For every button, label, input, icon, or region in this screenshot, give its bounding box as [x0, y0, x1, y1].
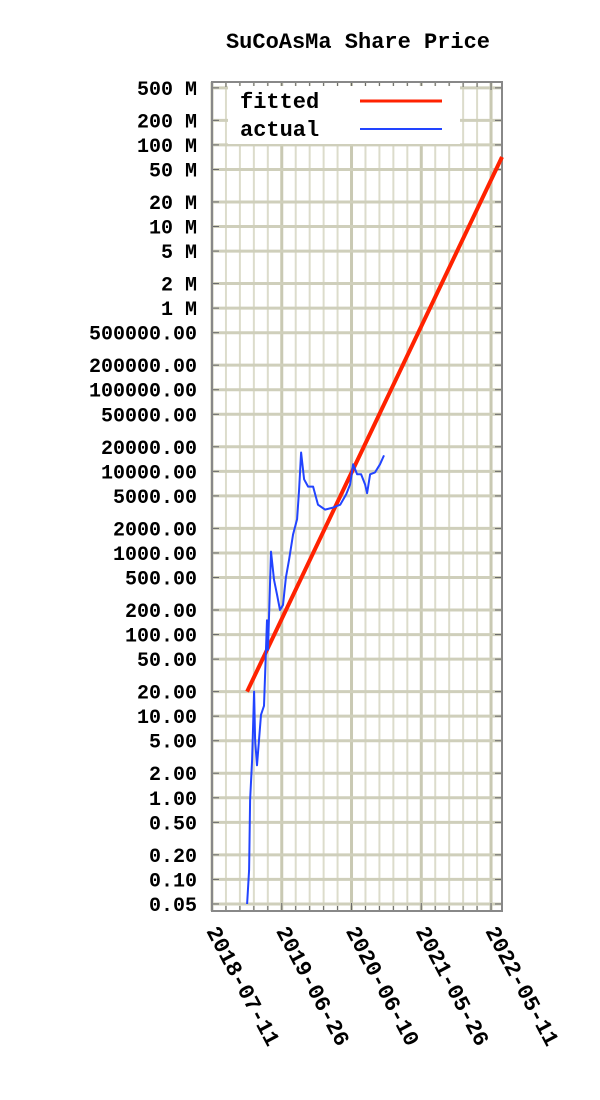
y-tick-label: 100 M [137, 136, 197, 159]
y-tick-label: 5.00 [149, 732, 197, 755]
y-tick-label: 0.10 [149, 870, 197, 893]
series-line-actual [246, 451, 385, 905]
y-tick-label: 500.00 [125, 569, 197, 592]
x-tick-label: 2019-06-26 [270, 923, 354, 1051]
grid [210, 82, 502, 911]
x-tick-label: 2020-06-10 [339, 923, 423, 1051]
y-tick-label: 500 M [137, 79, 197, 102]
y-tick-label: 500000.00 [89, 324, 197, 347]
y-tick-label: 200 M [137, 111, 197, 134]
legend-box [228, 86, 460, 144]
chart-title: SuCoAsMa Share Price [226, 30, 490, 55]
x-tick-label: 2022-05-11 [479, 923, 563, 1051]
y-tick-label: 200000.00 [89, 356, 197, 379]
y-tick-label: 1000.00 [113, 544, 197, 567]
legend-label-fitted: fitted [240, 90, 319, 115]
y-tick-label: 5 M [161, 242, 197, 265]
y-tick-label: 50.00 [137, 650, 197, 673]
plot-frame [211, 81, 503, 912]
y-tick-label: 50 M [149, 160, 197, 183]
plot-lines [245, 156, 504, 905]
y-tick-label: 100000.00 [89, 381, 197, 404]
y-tick-label: 20.00 [137, 683, 197, 706]
y-tick-label: 20000.00 [101, 438, 197, 461]
y-tick-label: 200.00 [125, 601, 197, 624]
x-tick-label: 2018-07-11 [200, 923, 284, 1051]
y-tick-label: 10.00 [137, 707, 197, 730]
y-tick-label: 10 M [149, 218, 197, 241]
y-tick-label: 100.00 [125, 626, 197, 649]
y-tick-label: 0.50 [149, 813, 197, 836]
y-tick-label: 1 M [161, 299, 197, 322]
series-line-fitted [245, 156, 504, 693]
x-tick-label: 2021-05-26 [409, 923, 493, 1051]
y-tick-label: 50000.00 [101, 405, 197, 428]
y-tick-label: 5000.00 [113, 487, 197, 510]
y-tick-label: 20 M [149, 193, 197, 216]
y-tick-label: 0.05 [149, 895, 197, 918]
y-tick-label: 2.00 [149, 764, 197, 787]
y-tick-label: 1.00 [149, 789, 197, 812]
y-tick-label: 2000.00 [113, 519, 197, 542]
legend-label-actual: actual [240, 118, 319, 143]
y-tick-label: 10000.00 [101, 462, 197, 485]
y-tick-label: 2 M [161, 275, 197, 298]
y-tick-label: 0.20 [149, 846, 197, 869]
legend: fitted actual [228, 86, 460, 144]
